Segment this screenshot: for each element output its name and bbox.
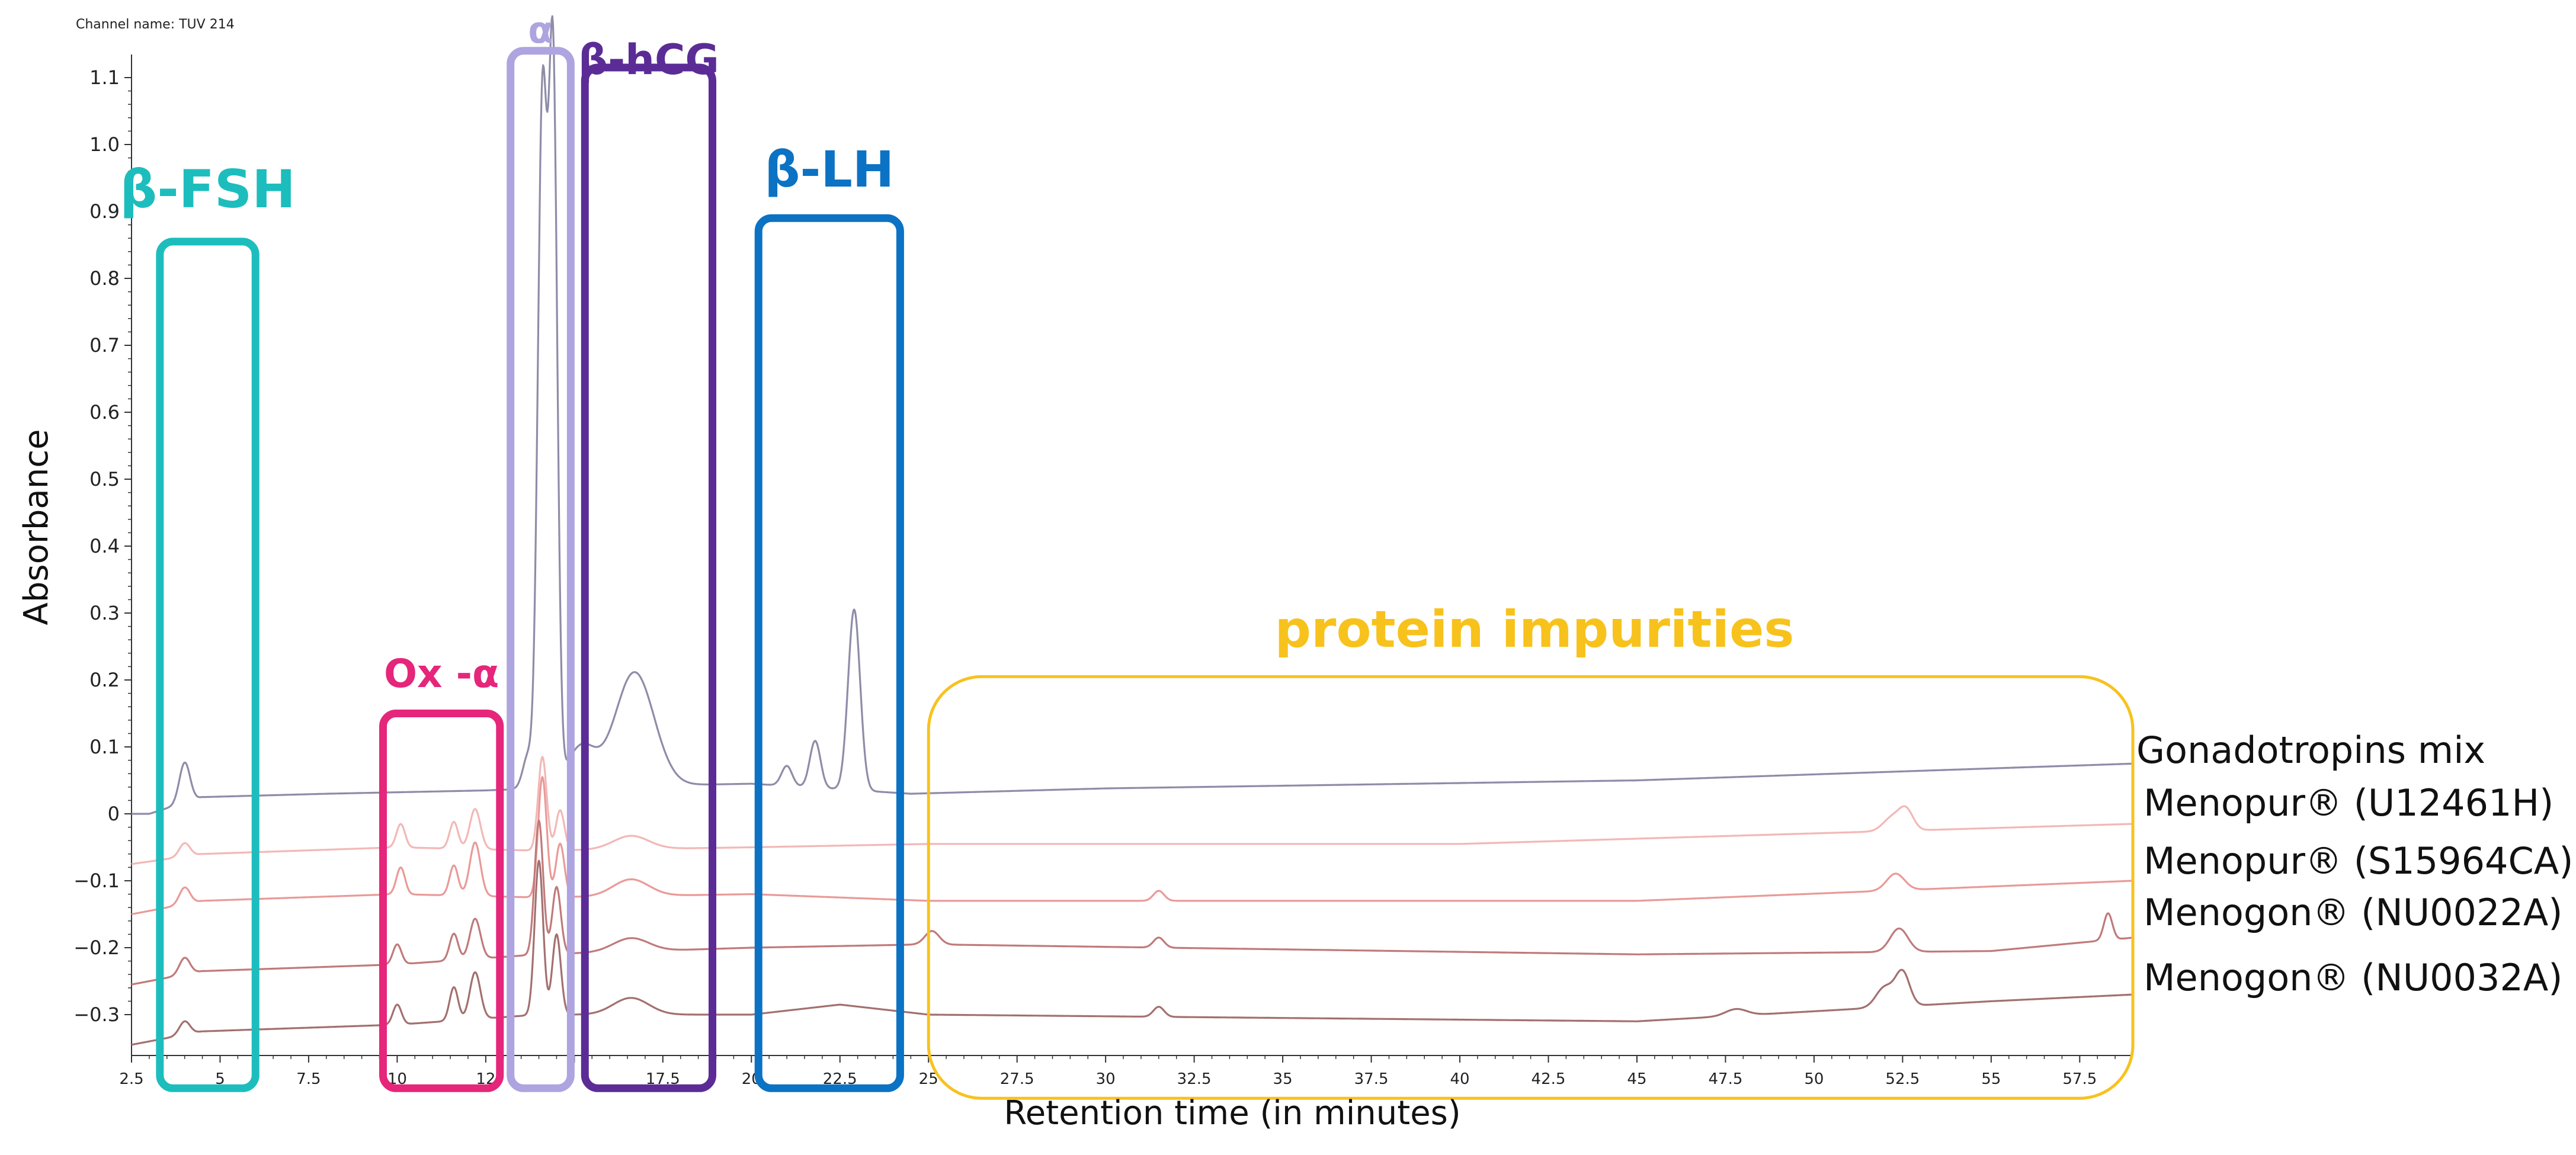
x-tick-label: 52.5 xyxy=(1885,1070,1920,1088)
x-tick-label: 5 xyxy=(215,1070,225,1088)
series-label: Menogon® (NU0022A) xyxy=(2144,891,2563,934)
series-label: Gonadotropins mix xyxy=(2136,729,2485,772)
y-tick-label: 0.3 xyxy=(89,602,120,624)
y-tick-label: −0.1 xyxy=(73,870,120,892)
y-axis-title: Absorbance xyxy=(17,429,56,625)
region-label: β-LH xyxy=(764,140,894,198)
region-box xyxy=(379,710,504,1092)
series-line xyxy=(131,859,2133,1046)
series-label: Menogon® (NU0032A) xyxy=(2144,956,2563,999)
x-tick-label: 27.5 xyxy=(1000,1070,1034,1088)
region-label: α xyxy=(528,8,553,52)
region-box xyxy=(927,675,2135,1100)
y-tick-label: 0.2 xyxy=(89,669,120,691)
region-layer: β-FSH Ox -α α β-hCG β-LH protein impurities xyxy=(120,8,2135,1100)
y-tick-label: 1.0 xyxy=(89,133,120,156)
x-tick-label: 37.5 xyxy=(1354,1070,1389,1088)
x-tick-label: 30 xyxy=(1096,1070,1116,1088)
series-line xyxy=(131,819,2133,986)
series-line xyxy=(131,756,2133,865)
y-tick-label: 0.4 xyxy=(89,535,120,557)
y-tick-label: 0.7 xyxy=(89,334,120,357)
region-label: β-hCG xyxy=(578,36,719,84)
region-box xyxy=(754,214,904,1092)
series-layer: Gonadotropins mix Menopur® (U12461H) Menop… xyxy=(131,15,2573,1046)
y-tick-label: 0.5 xyxy=(89,468,120,490)
y-tick-label: 0 xyxy=(108,803,120,825)
x-tick-label: 45 xyxy=(1627,1070,1646,1088)
x-tick-label: 42.5 xyxy=(1531,1070,1566,1088)
x-tick-label: 35 xyxy=(1273,1070,1293,1088)
x-tick-label: 47.5 xyxy=(1708,1070,1742,1088)
x-axis: 2.5 5 7.5 10 12 17.5 20 22.5 25 27.5 30 32.5 35 37.5 4… xyxy=(119,1055,2133,1088)
region-label: Ox -α xyxy=(384,651,499,697)
region-label: protein impurities xyxy=(1274,600,1794,659)
y-tick-label: 0.6 xyxy=(89,401,120,424)
region-box xyxy=(581,63,717,1092)
y-tick-label: −0.2 xyxy=(73,936,120,959)
x-tick-label: 7.5 xyxy=(296,1070,321,1088)
series-line xyxy=(131,776,2133,916)
y-tick-label: −0.3 xyxy=(73,1003,120,1026)
y-tick-label: 1.1 xyxy=(89,66,120,89)
x-tick-label: 2.5 xyxy=(119,1070,143,1088)
channel-name: Channel name: TUV 214 xyxy=(76,17,235,32)
y-tick-label: 0.1 xyxy=(89,736,120,758)
series-label: Menopur® (U12461H) xyxy=(2144,781,2553,824)
y-axis: 1.1 1.0 0.9 0.8 0.7 0.6 0.5 0.4 0.3 0.2 0.1 0 −0.1 −0… xyxy=(73,54,132,1055)
y-tick-label: 0.8 xyxy=(89,267,120,290)
x-tick-label: 55 xyxy=(1981,1070,2001,1088)
x-tick-label: 40 xyxy=(1450,1070,1469,1088)
y-tick-label: 0.9 xyxy=(89,200,120,223)
x-tick-label: 57.5 xyxy=(2062,1070,2097,1088)
x-tick-label: 50 xyxy=(1804,1070,1824,1088)
region-box xyxy=(507,47,575,1092)
series-line xyxy=(131,15,2133,815)
x-tick-label: 32.5 xyxy=(1177,1070,1212,1088)
series-label: Menopur® (S15964CA) xyxy=(2144,839,2573,883)
region-label: β-FSH xyxy=(120,159,296,220)
region-box xyxy=(156,238,259,1092)
x-axis-title: Retention time (in minutes) xyxy=(1004,1094,1460,1132)
